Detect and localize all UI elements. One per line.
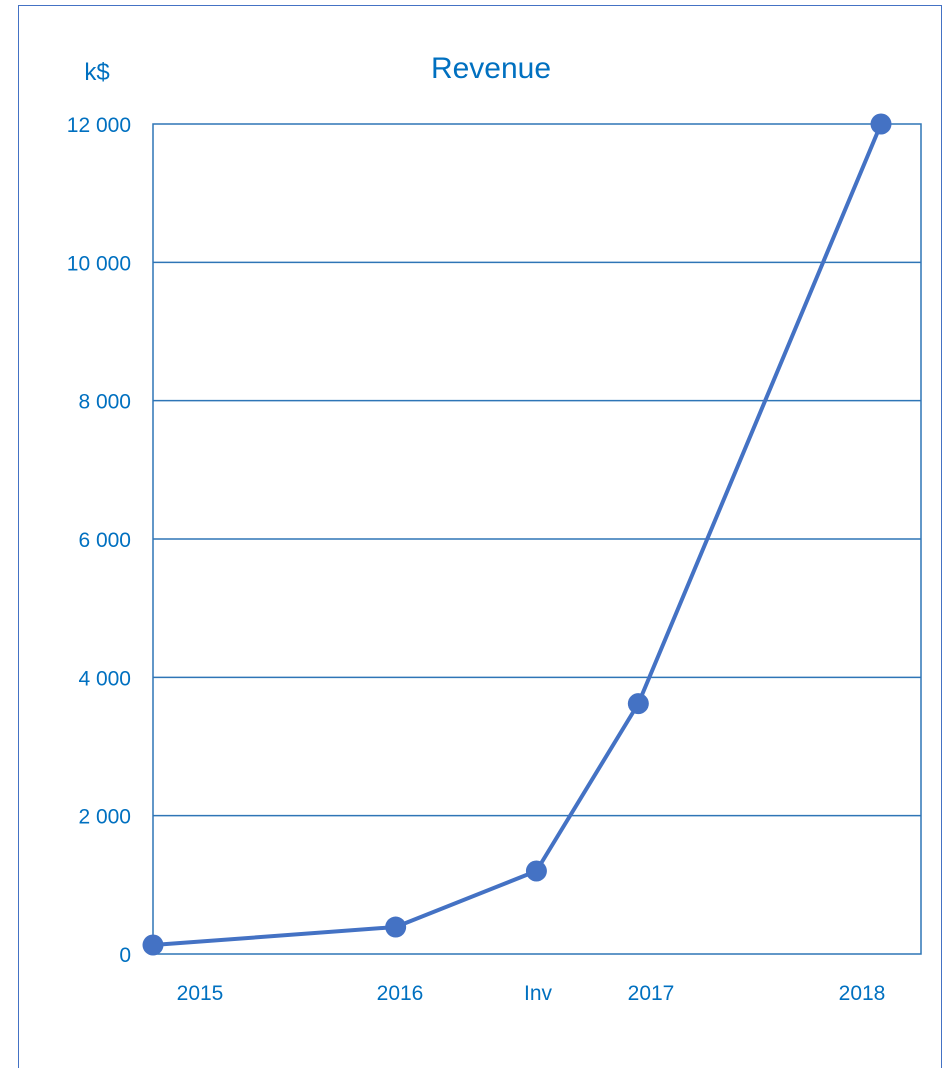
data-point (142, 934, 164, 956)
y-tick-label: 8 000 (78, 391, 131, 414)
x-tick-label: 2016 (377, 982, 424, 1005)
data-point (870, 113, 892, 135)
x-tick-label: 2018 (839, 982, 886, 1005)
x-tick-labels: 2015 2016 Inv 2017 2018 (177, 982, 886, 1005)
y-tick-label: 2 000 (78, 806, 131, 829)
y-tick-label: 0 (119, 944, 131, 967)
series-revenue (142, 113, 892, 956)
data-point (627, 693, 649, 715)
gridlines (153, 261, 921, 817)
series-line (152, 123, 883, 948)
data-point (385, 916, 407, 938)
y-unit-label: k$ (84, 59, 109, 86)
chart-frame (18, 5, 942, 1068)
y-tick-label: 10 000 (67, 252, 131, 275)
plot-area (152, 123, 922, 955)
x-tick-label: Inv (524, 982, 553, 1005)
chart-title: Revenue (431, 52, 551, 85)
x-tick-label: 2017 (628, 982, 675, 1005)
y-tick-label: 6 000 (78, 529, 131, 552)
data-point (525, 860, 547, 882)
x-tick-label: 2015 (177, 982, 224, 1005)
y-tick-label: 4 000 (78, 667, 131, 690)
y-tick-labels: 0 2 000 4 000 6 000 8 000 10 000 12 000 (67, 114, 131, 967)
y-tick-label: 12 000 (67, 114, 131, 137)
